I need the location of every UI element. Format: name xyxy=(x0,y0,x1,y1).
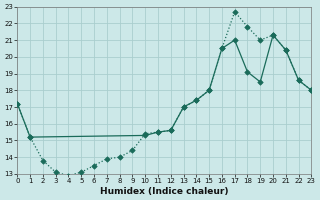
X-axis label: Humidex (Indice chaleur): Humidex (Indice chaleur) xyxy=(100,187,228,196)
